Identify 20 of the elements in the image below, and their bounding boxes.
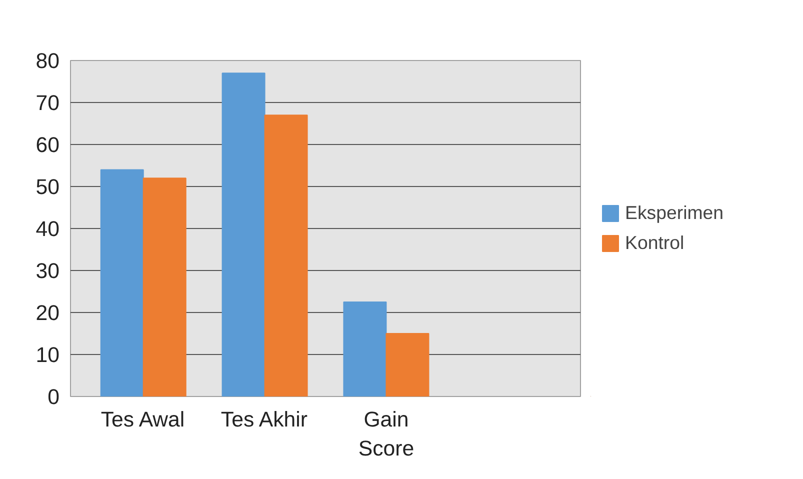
legend-label: Eksperimen bbox=[625, 202, 724, 224]
y-tick-label: 30 bbox=[36, 259, 60, 283]
y-tick-label: 40 bbox=[36, 217, 60, 241]
x-tick-label: Tes Awal bbox=[100, 408, 185, 432]
bar bbox=[386, 333, 430, 396]
y-tick-label: 70 bbox=[36, 91, 60, 115]
bar bbox=[142, 178, 186, 396]
y-tick-label: 20 bbox=[36, 301, 60, 325]
bar bbox=[264, 114, 308, 396]
legend-label: Kontrol bbox=[625, 232, 684, 254]
y-tick-label: 50 bbox=[36, 175, 60, 199]
x-tick-label: Gain Score bbox=[358, 408, 414, 460]
bar bbox=[100, 169, 144, 396]
y-tick-label: 0 bbox=[48, 385, 60, 409]
y-tick-label: 60 bbox=[36, 133, 60, 157]
y-tick-label: 80 bbox=[36, 49, 60, 73]
y-tick-label: 10 bbox=[36, 343, 60, 367]
bar bbox=[343, 302, 387, 396]
bar bbox=[222, 72, 266, 396]
x-tick-label: Tes Akhir bbox=[220, 408, 308, 432]
